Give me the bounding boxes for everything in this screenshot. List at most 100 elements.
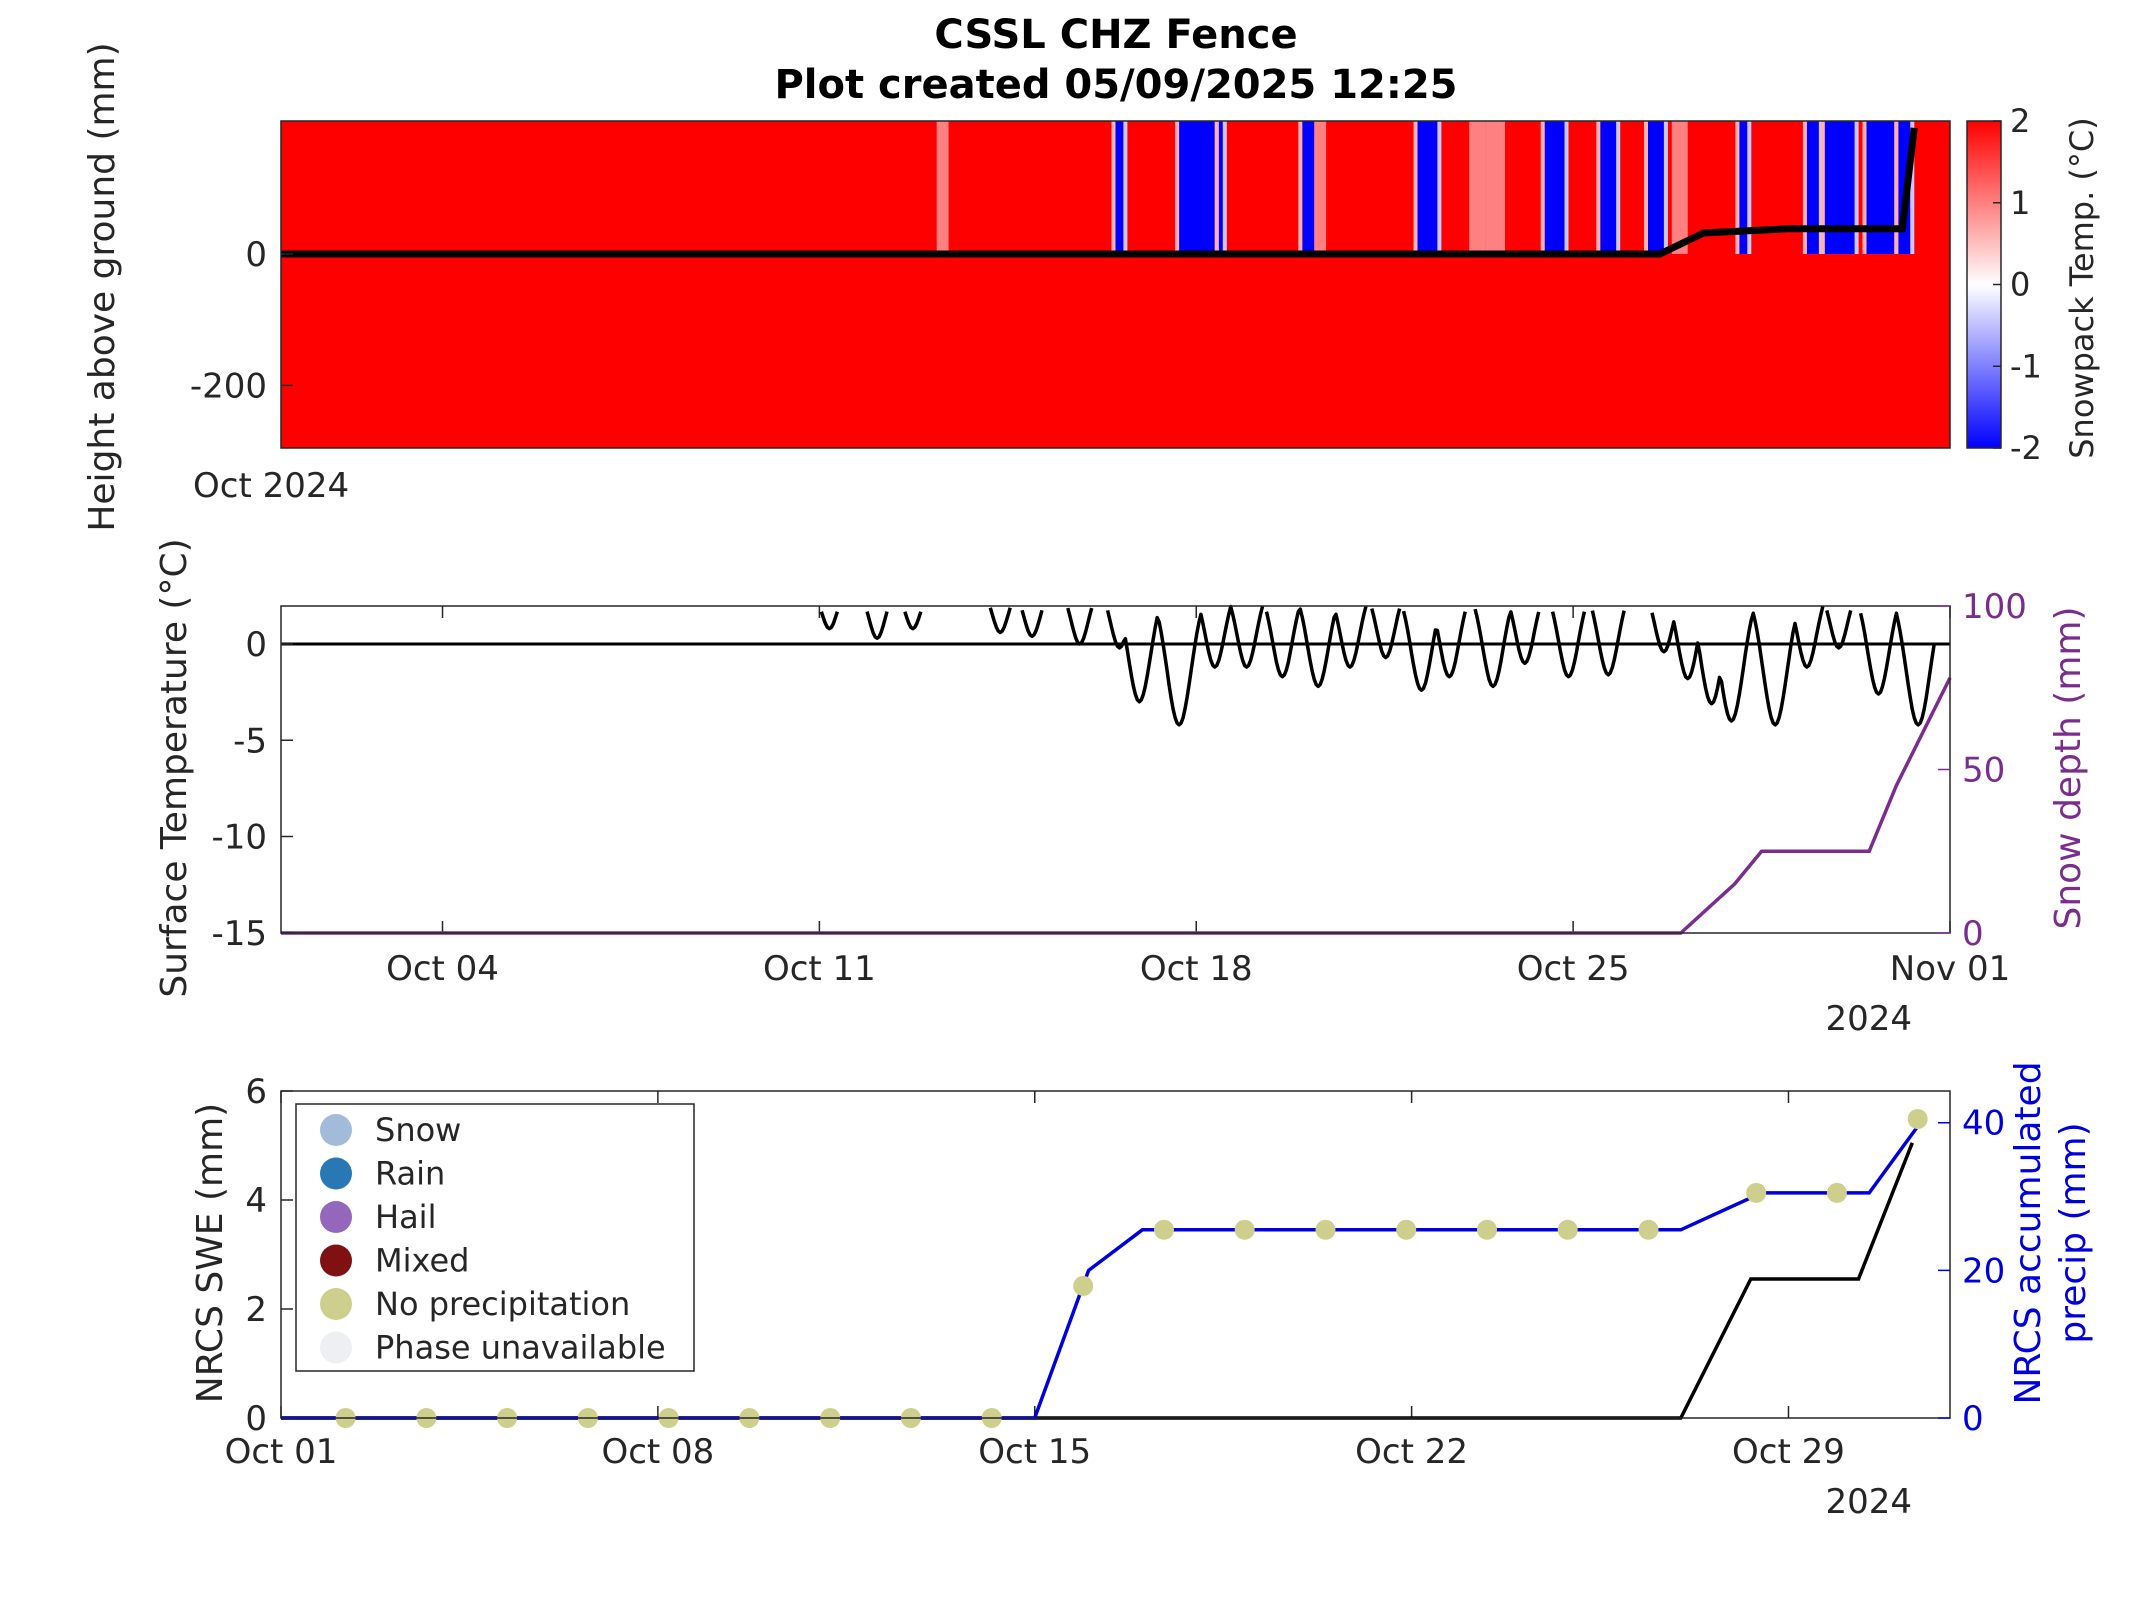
legend-label: Mixed xyxy=(375,1242,469,1280)
precip-phase-dots xyxy=(335,1109,1928,1428)
nrcs-frame xyxy=(280,1090,1951,1419)
precip-phase-dot xyxy=(1557,1219,1578,1240)
nrcs-x-tick-label: Oct 22 xyxy=(1355,1432,1468,1472)
surface-temp-year-label: 2024 xyxy=(1825,999,1912,1039)
legend: Snow Rain Hail Mixed No precipitation Phase u… xyxy=(295,1103,695,1372)
cold-band-edge xyxy=(1747,121,1752,254)
legend-box xyxy=(295,1103,695,1372)
cold-band xyxy=(1417,121,1438,254)
snow-surface-line xyxy=(281,127,1918,258)
precip-phase-dot xyxy=(1746,1182,1767,1203)
cold-band-edge xyxy=(1123,121,1128,254)
heatmap-y-tick-label: -200 xyxy=(190,366,267,406)
heatmap-y-tick-label: 0 xyxy=(245,235,267,275)
surface-temp-x-tick-label: Oct 18 xyxy=(1140,949,1253,989)
precip-phase-dot xyxy=(1907,1109,1928,1129)
heatmap-y-axis-label: Height above ground (mm) xyxy=(82,42,123,531)
legend-label: Snow xyxy=(375,1111,461,1149)
precip-y-tick-label: 0 xyxy=(1962,1399,1984,1439)
precip-phase-dot xyxy=(1073,1275,1094,1296)
surface-temp-y-tick-label: -15 xyxy=(211,914,267,954)
precip-y-tick-label: 20 xyxy=(1962,1251,2005,1291)
legend-label: Rain xyxy=(375,1155,445,1193)
precip-phase-dot xyxy=(1234,1219,1255,1240)
precip-y-ticks: 40 20 0 xyxy=(1938,1104,2005,1439)
nrcs-x-tick-label: Oct 01 xyxy=(225,1432,338,1472)
cold-band xyxy=(1218,121,1223,254)
precip-phase-dot xyxy=(1396,1219,1417,1240)
surface-temp-x-tick-label: Oct 25 xyxy=(1517,949,1630,989)
snow-depth-y-tick-label: 100 xyxy=(1962,587,2027,627)
cold-band-edge xyxy=(1894,121,1899,254)
cold-band-edge xyxy=(1596,121,1601,254)
cold-band-edge xyxy=(1910,121,1915,254)
precip-y-tick-label: 40 xyxy=(1962,1104,2005,1144)
cold-band-edge xyxy=(1564,121,1569,254)
cold-band-edge xyxy=(1222,121,1227,254)
warm-stripe xyxy=(936,121,949,254)
cold-band-edge xyxy=(1214,121,1219,254)
precip-y-axis-label-line1: NRCS accumulated xyxy=(2008,1061,2049,1404)
figure-subtitle: Plot created 05/09/2025 12:25 xyxy=(774,62,1457,108)
snow-depth-y-ticks: 100 50 0 xyxy=(1938,587,2027,954)
cold-band-edge xyxy=(1437,121,1442,254)
heatmap-cold-bands xyxy=(936,121,1915,254)
legend-marker xyxy=(320,1157,352,1190)
cold-band xyxy=(1115,121,1124,254)
legend-label: Phase unavailable xyxy=(375,1329,666,1367)
legend-items: Snow Rain Hail Mixed No precipitation Phase u… xyxy=(320,1111,666,1367)
precip-y-axis-label-line2: precip (mm) xyxy=(2053,1122,2094,1343)
nrcs-x-ticks: Oct 01 Oct 08 Oct 15 Oct 22 Oct 29 xyxy=(225,1091,1845,1472)
surface-temp-plot-area xyxy=(281,606,1950,933)
swe-y-ticks: 6 4 2 0 xyxy=(245,1072,293,1439)
precip-phase-dot xyxy=(1315,1219,1336,1240)
warm-stripe xyxy=(1469,121,1486,254)
surface-temperature-panel: Oct 04 Oct 11 Oct 18 Oct 25 Nov 01 0 -5 -10 -15… xyxy=(154,538,2089,1039)
cold-band-edge xyxy=(1820,121,1825,254)
warm-stripe xyxy=(1671,121,1688,254)
surface-temp-y-tick-label: 0 xyxy=(245,625,267,665)
surface-temp-y-axis-label: Surface Temperature (°C) xyxy=(154,538,195,997)
cold-band-edge xyxy=(1413,121,1418,254)
snow-depth-y-axis-label: Snow depth (mm) xyxy=(2048,606,2089,929)
cold-band-edge xyxy=(1175,121,1180,254)
snowpack-heatmap-panel: 0-200 Oct 2024 Height above ground (mm) … xyxy=(82,42,2101,531)
colorbar-tick-label: -2 xyxy=(2010,429,2042,467)
warm-stripe xyxy=(1314,121,1327,254)
surface-temp-y-tick-label: -10 xyxy=(211,818,267,858)
cold-band-edge xyxy=(1644,121,1648,254)
surface-temperature-line xyxy=(819,604,1936,727)
swe-y-axis-label: NRCS SWE (mm) xyxy=(190,1103,231,1403)
nrcs-x-tick-label: Oct 08 xyxy=(601,1432,714,1472)
cold-band xyxy=(1179,121,1215,254)
legend-label: Hail xyxy=(375,1198,436,1236)
colorbar-tick-label: 0 xyxy=(2010,266,2030,304)
snow-depth-y-tick-label: 50 xyxy=(1962,751,2005,791)
warm-stripe xyxy=(1485,121,1505,254)
cold-band xyxy=(1806,121,1819,254)
swe-y-tick-label: 2 xyxy=(245,1290,267,1330)
cold-band xyxy=(1600,121,1617,254)
swe-y-tick-label: 0 xyxy=(245,1399,267,1439)
snow-depth-y-tick-label: 0 xyxy=(1962,914,1984,954)
cold-band-edge xyxy=(1111,121,1116,254)
cold-band-edge xyxy=(1298,121,1303,254)
precip-phase-dot xyxy=(1154,1219,1174,1240)
cold-band xyxy=(1866,121,1895,254)
colorbar-label: Snowpack Temp. (°C) xyxy=(2063,117,2101,459)
swe-y-tick-label: 6 xyxy=(245,1072,267,1112)
heatmap-frame xyxy=(280,120,1951,449)
precip-phase-dot xyxy=(1638,1219,1659,1240)
heatmap-x-tick-label: Oct 2024 xyxy=(193,466,349,506)
surface-temp-x-ticks: Oct 04 Oct 11 Oct 18 Oct 25 Nov 01 xyxy=(386,606,2010,989)
colorbar-ticks: 2 1 0 -1 -2 xyxy=(1993,102,2042,467)
cold-band xyxy=(1824,121,1855,254)
nrcs-x-tick-label: Oct 29 xyxy=(1732,1432,1845,1472)
cold-band xyxy=(1544,121,1565,254)
cold-band-edge xyxy=(1540,121,1545,254)
legend-marker xyxy=(320,1114,352,1146)
precip-phase-dot xyxy=(1826,1182,1847,1203)
cold-band-edge xyxy=(1616,121,1621,254)
surface-temp-y-tick-label: -5 xyxy=(233,721,267,761)
